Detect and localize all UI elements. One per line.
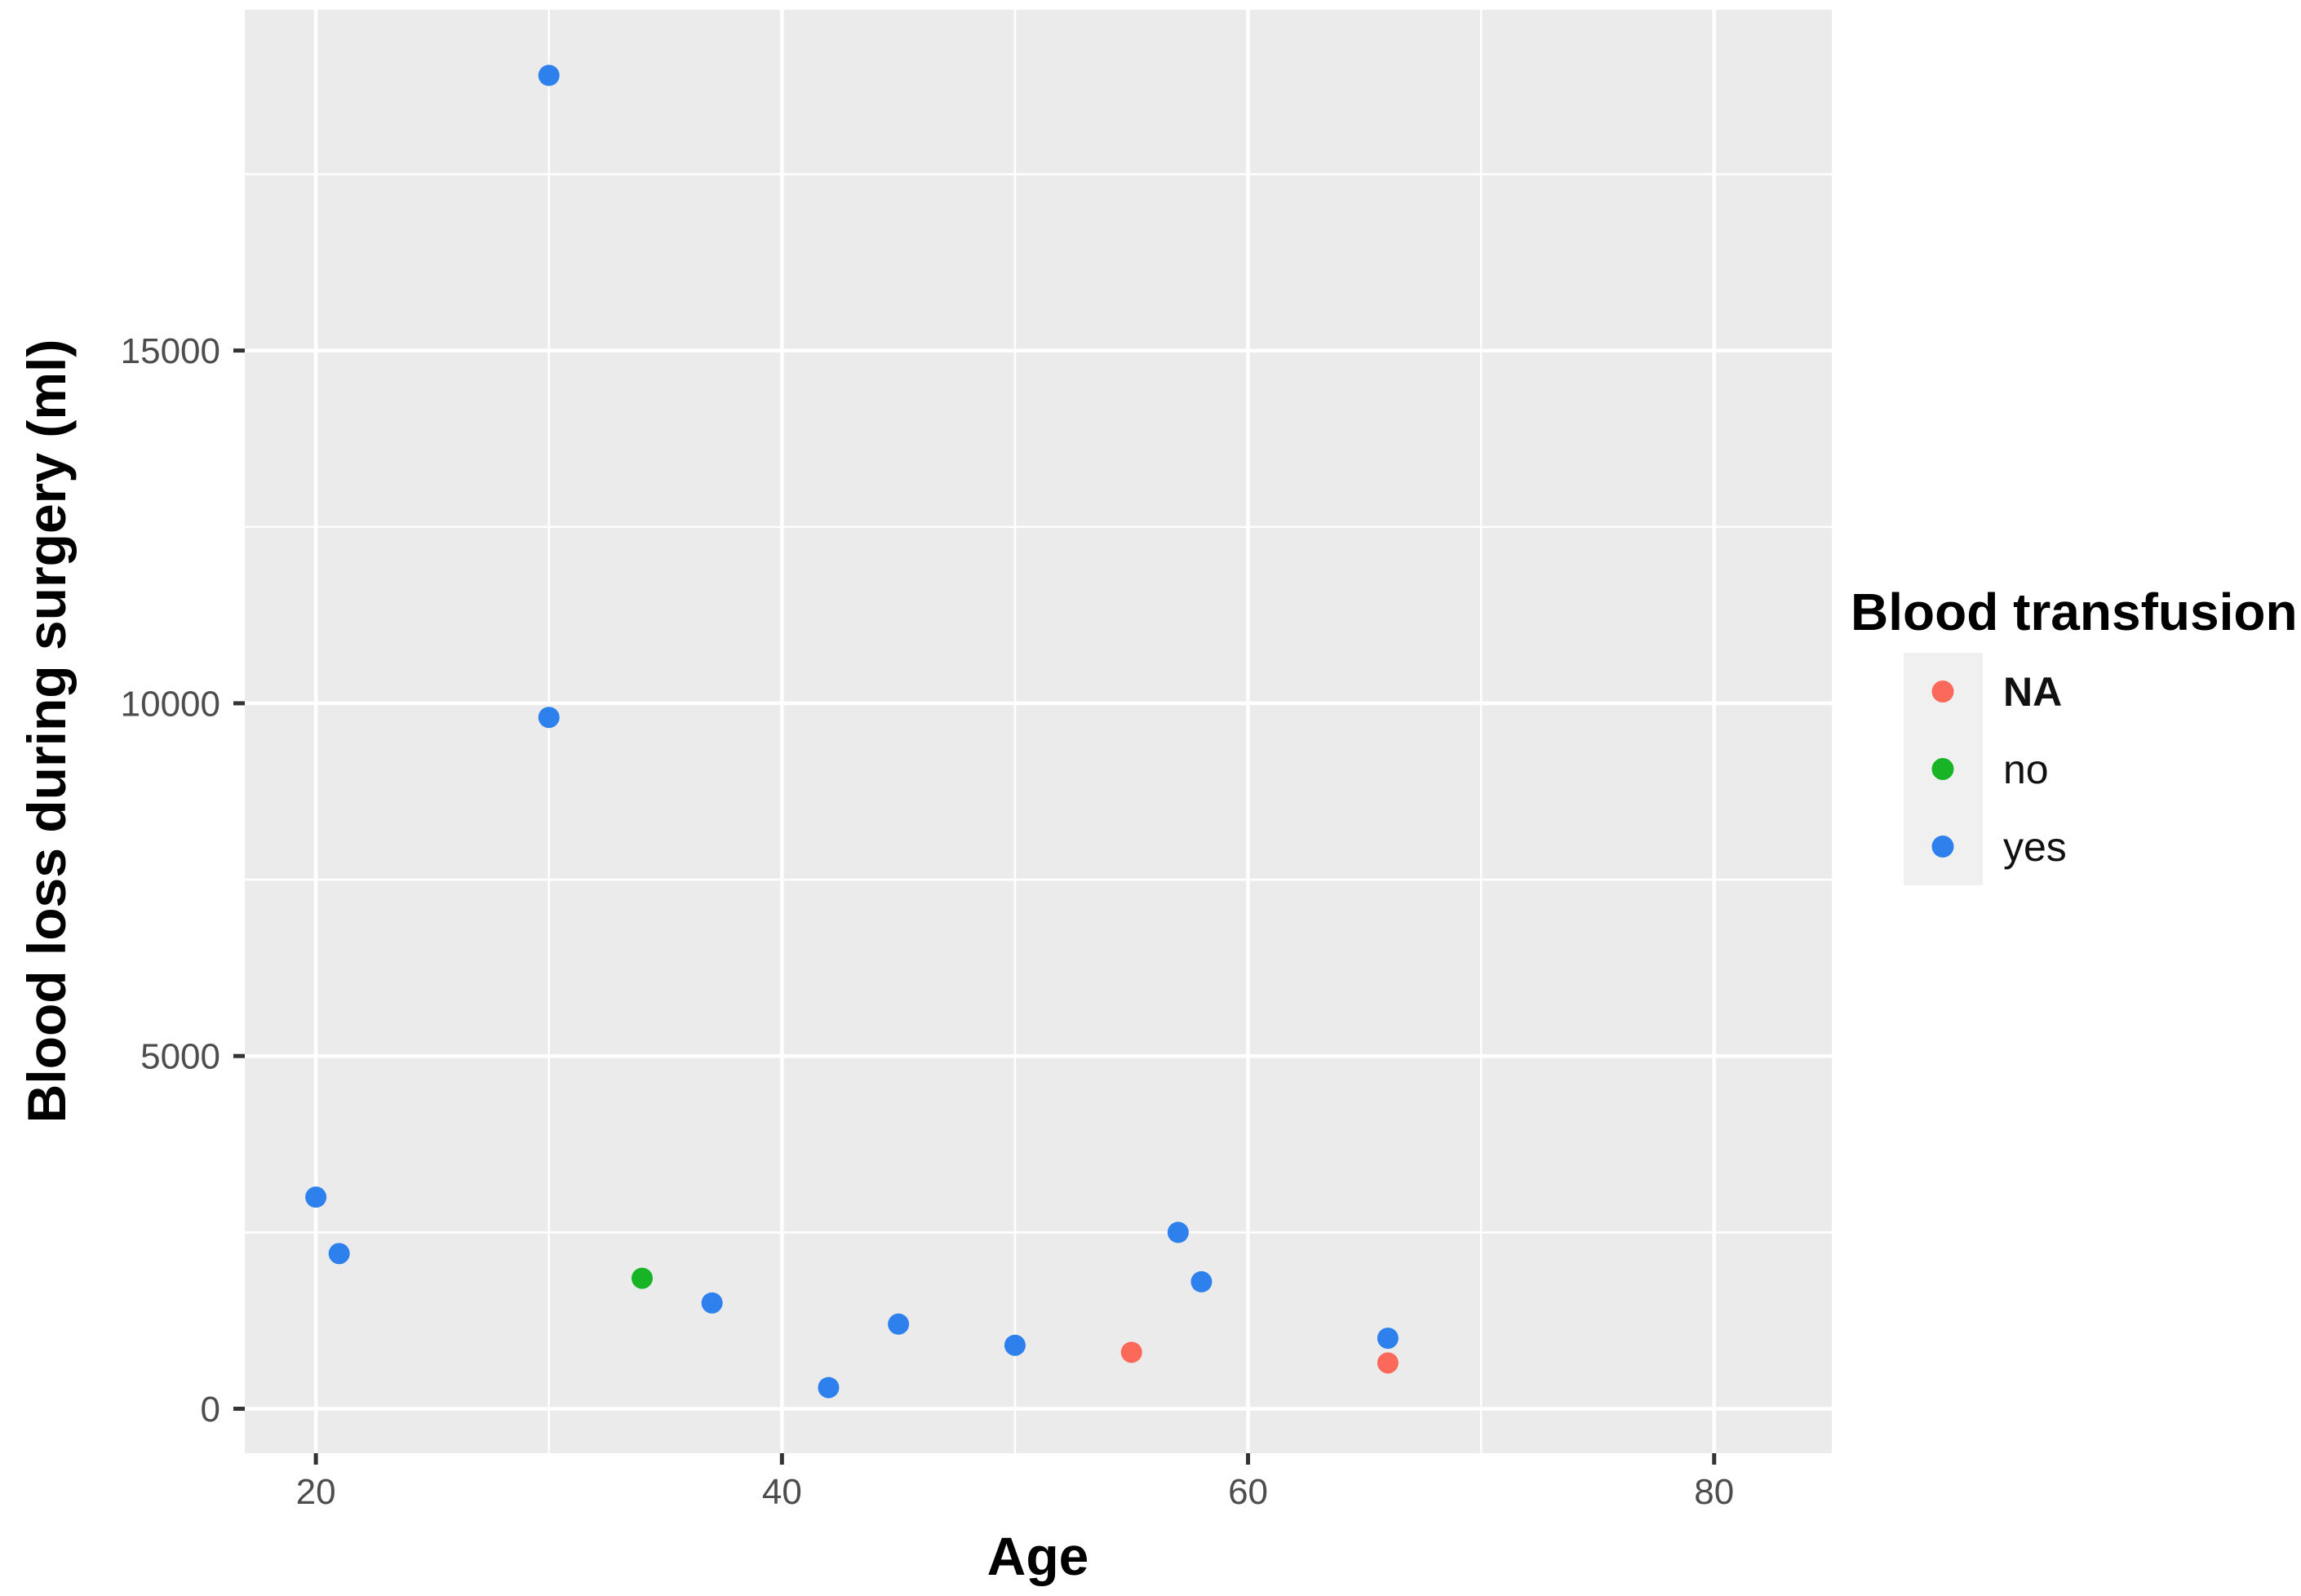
- data-point: [888, 1313, 910, 1335]
- legend-title: Blood transfusion: [1851, 583, 2298, 641]
- data-point: [1120, 1341, 1142, 1363]
- data-point: [305, 1186, 327, 1208]
- legend-dot: [1931, 758, 1954, 780]
- data-point: [1377, 1352, 1399, 1374]
- x-axis-title: Age: [987, 1526, 1089, 1586]
- chart-generated-content: 0 5000 10000 15000 20 40 60 80 NA no yes: [121, 10, 2067, 1512]
- y-tick-label: 10000: [121, 684, 220, 724]
- legend-item-label: no: [2003, 747, 2049, 792]
- y-tick-label: 0: [201, 1390, 220, 1430]
- data-point: [538, 64, 560, 86]
- data-point: [538, 707, 560, 729]
- legend-dot: [1931, 681, 1954, 703]
- y-tick-label: 15000: [121, 331, 220, 371]
- legend-item-label: NA: [2003, 669, 2062, 715]
- data-point: [1004, 1334, 1026, 1356]
- x-tick-label: 40: [762, 1472, 802, 1512]
- data-point: [818, 1377, 840, 1399]
- x-tick-label: 60: [1228, 1472, 1268, 1512]
- y-axis-title: Blood loss during surgery (ml): [16, 339, 77, 1124]
- data-point: [631, 1267, 653, 1289]
- legend-item-label: yes: [2003, 824, 2067, 870]
- legend-dot: [1931, 836, 1954, 858]
- data-point: [328, 1243, 350, 1265]
- x-tick-label: 20: [296, 1472, 336, 1512]
- x-tick-label: 80: [1694, 1472, 1734, 1512]
- data-point: [1377, 1328, 1399, 1350]
- data-point: [1190, 1270, 1213, 1292]
- data-point: [701, 1292, 723, 1314]
- plot-panel: [245, 10, 1832, 1453]
- y-tick-label: 5000: [140, 1037, 220, 1077]
- data-point: [1167, 1221, 1189, 1244]
